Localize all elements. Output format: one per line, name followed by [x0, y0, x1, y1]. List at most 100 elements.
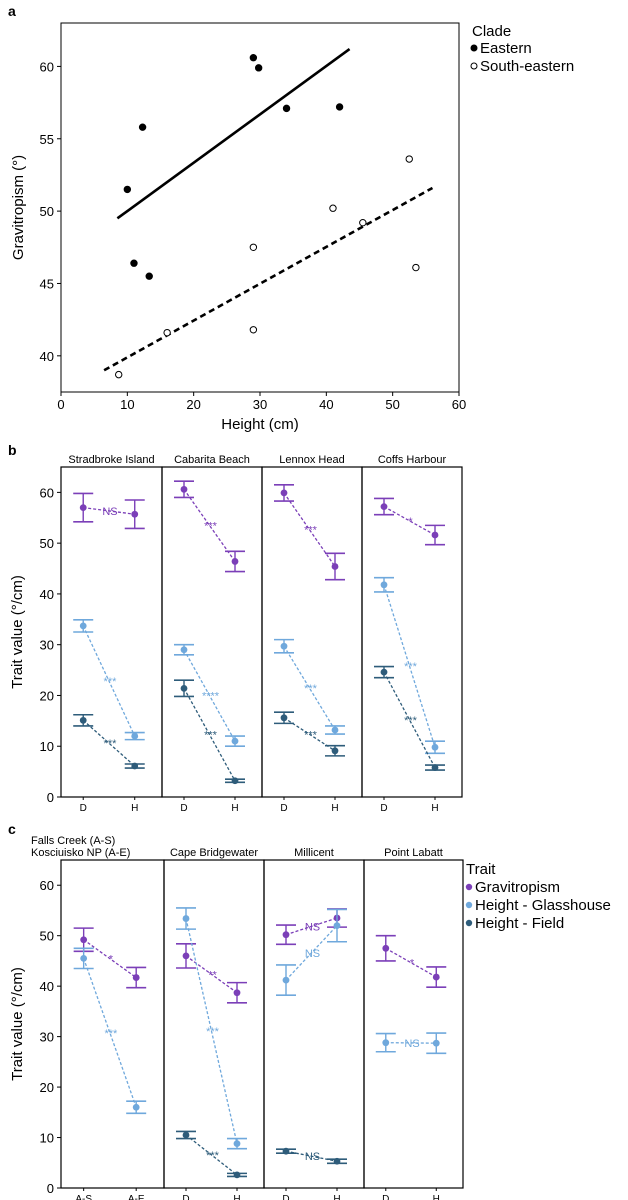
significance-label: ****: [202, 690, 220, 702]
data-point: [131, 510, 139, 518]
y-tick-label: 10: [40, 739, 54, 754]
data-point: [79, 504, 87, 512]
connector-line: [385, 1042, 437, 1044]
y-tick-label: 40: [40, 979, 54, 994]
legend-label: Gravitropism: [475, 879, 560, 896]
legend-label: Eastern: [480, 40, 532, 57]
y-axis-label: Trait value (°/cm): [9, 575, 26, 689]
data-point: [331, 726, 339, 734]
significance-label: ***: [204, 730, 218, 742]
y-tick-label: 55: [40, 132, 54, 147]
panel-c-letter: c: [8, 821, 16, 837]
connector-line: [383, 584, 436, 748]
data-point: [180, 485, 188, 493]
data-point: [249, 326, 258, 334]
connector-line: [183, 688, 236, 782]
data-point: [380, 581, 388, 589]
x-category-label: D: [80, 803, 87, 814]
significance-label: ***: [404, 661, 418, 673]
x-tick-label: 60: [452, 397, 466, 412]
y-tick-label: 50: [40, 536, 54, 551]
data-point: [138, 123, 147, 131]
significance-label: *: [408, 516, 413, 528]
significance-label: *: [109, 954, 114, 966]
x-tick-label: 50: [385, 397, 399, 412]
facet-frame: [363, 859, 464, 1189]
significance-label: **: [208, 969, 217, 981]
trend-line: [116, 47, 351, 220]
x-category-label: H: [433, 1194, 440, 1200]
significance-label: NS: [305, 1151, 320, 1163]
data-point: [233, 989, 241, 997]
data-point: [132, 1103, 140, 1111]
panel-c-facets: c 0 10 20 30 40 50 60 Trait value (°/cm) Falls Cr…: [8, 821, 611, 1200]
panel-b-letter: b: [8, 442, 17, 458]
y-tick-label: 20: [40, 1080, 54, 1095]
x-category-label: H: [333, 1194, 340, 1200]
significance-label: NS: [305, 948, 320, 960]
facet-title: Stradbroke Island: [68, 454, 154, 466]
x-category-label: D: [182, 1194, 189, 1200]
data-point: [282, 1147, 290, 1155]
data-point: [233, 1171, 241, 1179]
y-tick-label: 60: [40, 878, 54, 893]
data-point: [431, 531, 439, 539]
significance-label: ***: [206, 1150, 220, 1162]
data-point: [280, 642, 288, 650]
x-category-label: D: [282, 1194, 289, 1200]
facet-frame: [263, 859, 365, 1189]
data-point: [280, 489, 288, 497]
data-point: [182, 952, 190, 960]
x-tick-label: 0: [57, 397, 64, 412]
data-point: [231, 737, 239, 745]
x-category-label: H: [231, 803, 238, 814]
x-tick-label: 20: [186, 397, 200, 412]
facet-title: Lennox Head: [279, 454, 344, 466]
plot-frame: [60, 22, 460, 393]
panel-a-letter: a: [8, 3, 16, 19]
data-point: [380, 503, 388, 510]
data-point: [282, 931, 290, 939]
x-category-label: H: [331, 803, 338, 814]
significance-label: ***: [204, 520, 218, 532]
facet-title: Coffs Harbour: [378, 454, 447, 466]
data-point: [254, 64, 263, 72]
data-point: [331, 747, 339, 755]
data-point: [80, 936, 88, 944]
data-point: [382, 1039, 390, 1047]
x-category-label: D: [280, 803, 287, 814]
data-point: [182, 1131, 190, 1139]
significance-label: ***: [206, 1026, 220, 1038]
y-tick-label: 60: [40, 485, 54, 500]
connector-line: [82, 625, 136, 737]
y-tick-label: 50: [40, 204, 54, 219]
x-category-label: A-S: [75, 1194, 92, 1200]
data-point: [182, 915, 190, 922]
data-point: [180, 646, 188, 654]
trend-line: [103, 186, 434, 372]
x-category-label: H: [431, 803, 438, 814]
data-point: [432, 1039, 440, 1047]
data-point: [333, 922, 341, 929]
significance-label: ***: [104, 676, 118, 688]
y-tick-label: 30: [40, 638, 54, 653]
connector-line: [83, 939, 137, 979]
x-category-label: H: [131, 803, 138, 814]
data-point: [231, 777, 239, 785]
significance-label: NS: [305, 921, 320, 933]
data-point: [329, 204, 337, 212]
facet-title: Millicent: [294, 847, 334, 859]
y-tick-label: 45: [40, 276, 54, 291]
connector-line: [285, 925, 338, 981]
data-point: [131, 762, 139, 770]
connector-line: [183, 649, 236, 742]
facet-title: Cabarita Beach: [174, 454, 250, 466]
x-category-label: D: [180, 803, 187, 814]
y-tick-label: 0: [47, 790, 54, 805]
data-point: [282, 976, 290, 984]
data-point: [280, 714, 288, 722]
x-tick-label: 30: [253, 397, 267, 412]
data-point: [331, 563, 339, 570]
data-point: [333, 1157, 341, 1165]
data-point: [382, 944, 390, 952]
